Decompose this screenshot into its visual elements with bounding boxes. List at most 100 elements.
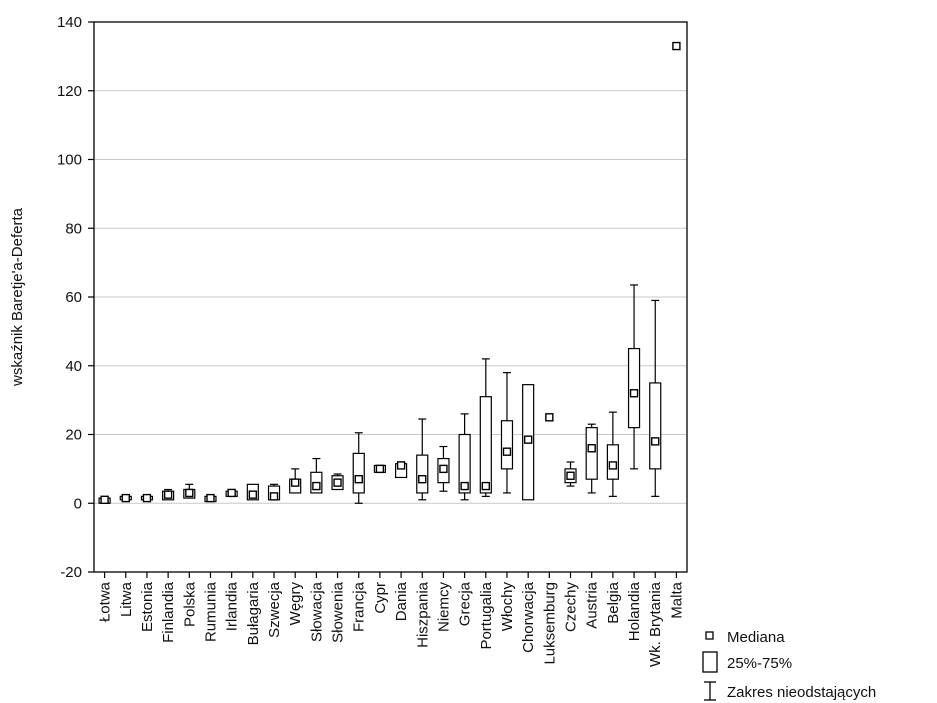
median-marker (163, 490, 173, 499)
median-marker (185, 488, 194, 498)
y-tick-label: 80 (65, 220, 82, 237)
x-tick-label: Niemcy (435, 582, 452, 633)
legend-box-icon (702, 651, 718, 673)
median-marker (608, 461, 618, 470)
x-tick-label: Włochy (499, 582, 516, 632)
x-tick-label: Grecja (457, 581, 474, 626)
x-tick-label: Luksemburg (541, 582, 558, 665)
box-10 (310, 457, 323, 494)
median-marker (418, 474, 427, 484)
legend-median-icon (705, 631, 714, 640)
box-16 (437, 445, 450, 492)
iqr-box (649, 382, 662, 470)
x-tick-label: Słowenia (330, 581, 347, 643)
y-tick-label: -20 (60, 564, 82, 581)
box-7 (246, 483, 259, 501)
y-tick-label: 60 (65, 289, 82, 306)
box-21 (545, 413, 554, 422)
median-marker (396, 461, 406, 470)
x-tick-label: Francja (351, 581, 368, 632)
box-25 (627, 284, 641, 470)
x-tick-label: Słowacja (308, 581, 325, 642)
x-tick-label: Litwa (118, 581, 135, 617)
median-marker (354, 474, 363, 484)
iqr-box (500, 420, 514, 470)
box-1 (119, 493, 132, 503)
box-3 (162, 488, 175, 501)
legend-whisker-label: Zakres nieodstających (727, 684, 876, 701)
legend-whisker-icon (704, 681, 716, 701)
median-marker (502, 447, 512, 456)
x-tick-label: Szwecja (266, 581, 283, 638)
box-0 (98, 495, 111, 505)
median-marker (121, 493, 130, 503)
y-tick-label: 140 (57, 14, 82, 31)
x-tick-label: Finlandia (160, 581, 177, 643)
boxes (98, 41, 681, 505)
y-axis-label: wskaźnik Baretje'a-Deferta (9, 207, 26, 387)
x-tick-label: Austria (584, 581, 601, 628)
y-tick-label: 120 (57, 83, 82, 100)
x-tick-label: Łotwa (97, 581, 114, 622)
median-marker (290, 478, 300, 487)
legend-median-label: Mediana (727, 629, 785, 646)
x-tick-label: Węgry (287, 582, 304, 626)
median-marker (312, 481, 321, 491)
x-tick-label: Portugalia (478, 581, 495, 649)
x-tick-label: Czechy (563, 582, 580, 633)
x-tick-label: Wk. Brytania (647, 581, 664, 667)
box-20 (522, 384, 535, 501)
iqr-box (416, 454, 429, 494)
median-marker (100, 495, 109, 505)
median-marker (672, 41, 681, 51)
median-marker (651, 437, 660, 446)
x-tick-label: Rumunia (202, 581, 219, 642)
median-marker (566, 471, 575, 480)
box-17 (458, 413, 471, 501)
box-23 (585, 423, 598, 494)
x-axis-ticks: Łotwa Litwa Estonia Finlandia Polska Rumunia I… (97, 572, 685, 667)
x-tick-label: Belgia (605, 581, 622, 623)
median-marker (269, 492, 279, 501)
box-6 (225, 488, 238, 498)
median-marker (481, 481, 491, 491)
median-marker (333, 478, 342, 487)
median-marker (460, 481, 469, 491)
y-tick-label: 100 (57, 152, 82, 169)
box-2 (140, 493, 154, 503)
median-marker (545, 413, 554, 422)
box-18 (479, 358, 492, 497)
box-14 (394, 461, 408, 479)
box-19 (500, 372, 514, 494)
x-tick-label: Malta (668, 581, 685, 618)
box-27 (672, 41, 681, 51)
box-24 (606, 411, 619, 497)
box-4 (183, 483, 196, 499)
y-tick-label: 0 (74, 495, 82, 512)
x-tick-label: Hiszpania (414, 581, 431, 648)
y-tick-label: 20 (65, 427, 82, 444)
legend: Mediana 25%-75% Zakres nieodstających (702, 629, 876, 701)
box-26 (649, 299, 662, 497)
x-tick-label: Polska (181, 581, 198, 627)
median-marker (227, 488, 236, 498)
x-tick-label: Estonia (139, 581, 156, 632)
y-axis-ticks: -20 0 20 40 60 80 100 120 140 (57, 14, 94, 581)
box-11 (331, 473, 344, 491)
box-9 (289, 468, 302, 494)
median-marker (523, 435, 533, 444)
iqr-box (352, 452, 365, 494)
box-13 (373, 464, 387, 474)
iqr-box (458, 433, 471, 494)
box-22 (564, 461, 577, 487)
iqr-box (479, 396, 492, 494)
box-8 (267, 483, 281, 501)
gridlines (94, 90, 687, 504)
median-marker (629, 389, 639, 398)
y-tick-label: 40 (65, 358, 82, 375)
x-tick-label: Holandia (626, 581, 643, 641)
x-tick-label: Cypr (372, 582, 389, 614)
median-marker (248, 490, 258, 499)
x-tick-label: Dania (393, 581, 410, 621)
